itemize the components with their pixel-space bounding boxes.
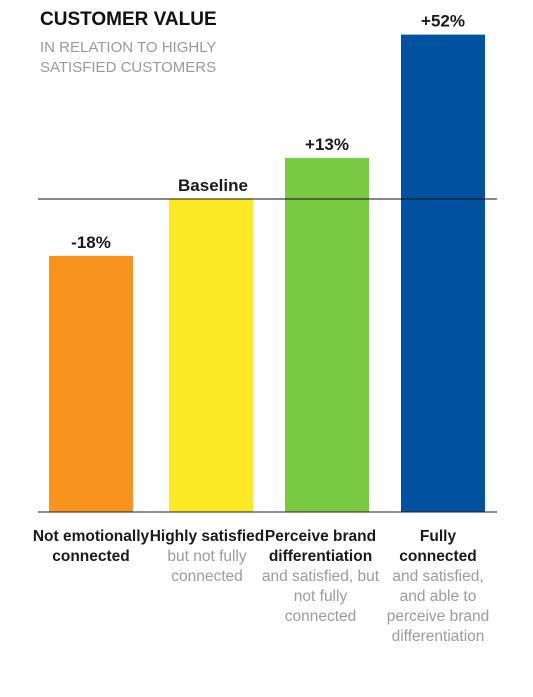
- category-label-perceive-brand: Perceive brand differentiation and satis…: [253, 527, 388, 627]
- category-head: Not emotionally connected: [32, 528, 150, 565]
- bar-not-connected: [49, 255, 133, 512]
- category-label-fully-connected: Fully connected and satisfied, and able …: [373, 527, 503, 647]
- chart-title: CUSTOMER VALUE: [40, 9, 217, 30]
- category-head: Perceive brand differentiation: [264, 528, 377, 565]
- bars-group: [49, 34, 485, 513]
- value-label: +13%: [305, 135, 349, 154]
- bar-highly-satisfied: [169, 199, 253, 512]
- category-sub: and satisfied, and able to perceive bran…: [386, 568, 490, 645]
- category-sub: and satisfied, but not fully connected: [261, 568, 380, 625]
- chart-subtitle: IN RELATION TO HIGHLY SATISFIED CUSTOMER…: [40, 39, 217, 76]
- bar-fully-connected: [401, 34, 485, 513]
- category-label-highly-satisfied: Highly satisfied but not fully connected: [142, 527, 272, 587]
- category-head: Fully connected: [399, 528, 477, 565]
- bar-perceive-brand: [285, 157, 369, 513]
- category-label-not-connected: Not emotionally connected: [26, 527, 156, 567]
- category-head: Highly satisfied: [149, 528, 265, 545]
- value-label: -18%: [71, 233, 111, 252]
- value-labels-group: -18% +13% +52%: [71, 12, 465, 252]
- baseline-label: Baseline: [178, 176, 248, 195]
- value-label: +52%: [421, 12, 465, 31]
- category-sub: but not fully connected: [167, 548, 247, 585]
